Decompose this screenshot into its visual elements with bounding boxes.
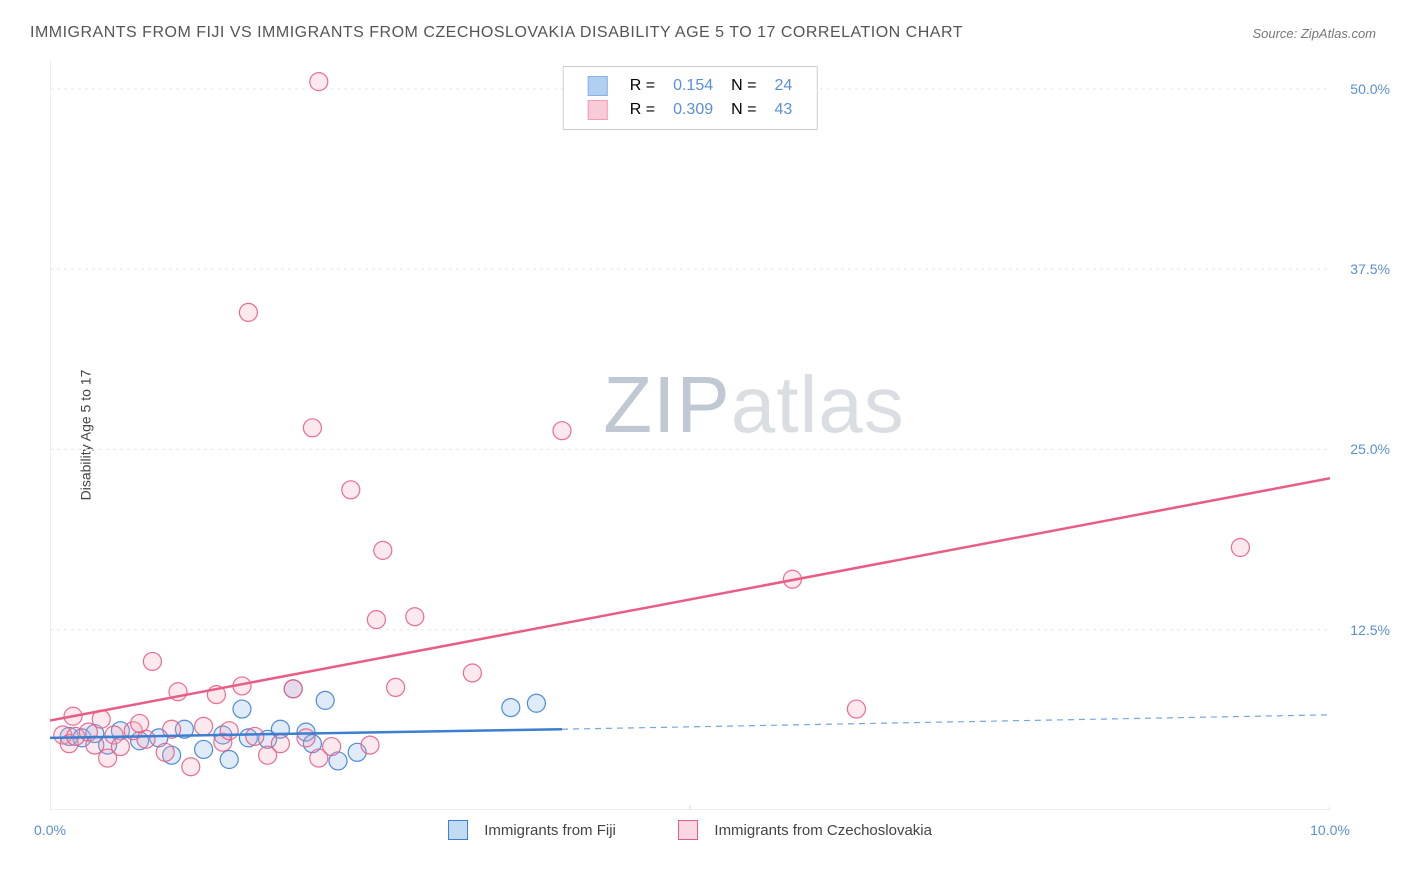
chart-title: IMMIGRANTS FROM FIJI VS IMMIGRANTS FROM … — [30, 24, 963, 42]
legend-label-fiji: Immigrants from Fiji — [484, 822, 616, 839]
legend-series: Immigrants from Fiji Immigrants from Cze… — [442, 820, 938, 840]
chart-area: Disability Age 5 to 17 ZIPatlas R = 0.15… — [50, 60, 1330, 810]
swatch-fiji-bottom — [448, 820, 468, 840]
x-tick-label: 10.0% — [1310, 822, 1350, 838]
legend-row-cz: R = 0.309 N = 43 — [580, 99, 801, 121]
legend-label-cz: Immigrants from Czechoslovakia — [714, 822, 932, 839]
swatch-cz — [588, 100, 608, 120]
y-tick-label: 50.0% — [1350, 81, 1390, 97]
y-tick-label: 12.5% — [1350, 622, 1390, 638]
swatch-cz-bottom — [678, 820, 698, 840]
y-tick-label: 37.5% — [1350, 261, 1390, 277]
legend-row-fiji: R = 0.154 N = 24 — [580, 75, 801, 97]
legend-stats: R = 0.154 N = 24 R = 0.309 N = 43 — [563, 66, 818, 130]
swatch-fiji — [588, 76, 608, 96]
x-tick-label: 0.0% — [34, 822, 66, 838]
source-label: Source: ZipAtlas.com — [1252, 26, 1376, 41]
y-tick-label: 25.0% — [1350, 441, 1390, 457]
scatter-plot — [50, 60, 1330, 810]
